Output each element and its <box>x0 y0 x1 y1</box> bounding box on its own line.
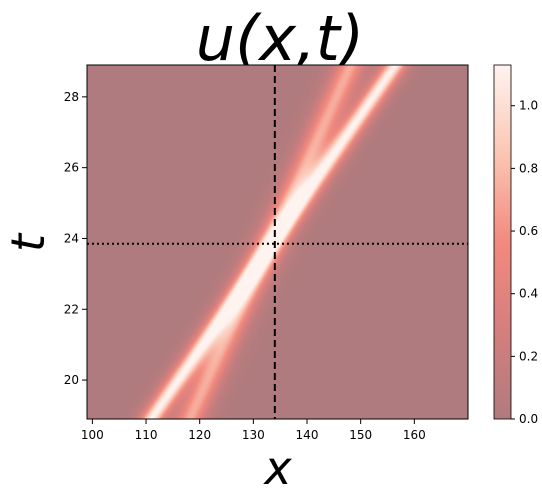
colorbar-tick-label: 0.8 <box>519 161 538 175</box>
colorbar-tick-label: 0.4 <box>519 287 538 301</box>
colorbar-tick-label: 1.0 <box>519 99 538 113</box>
y-tick-label: 24 <box>64 231 79 245</box>
colorbar-tick-label: 0.2 <box>519 349 538 363</box>
y-tick-label: 20 <box>64 373 79 387</box>
heatmap-raster <box>87 65 468 419</box>
x-tick-label: 140 <box>296 428 319 442</box>
y-tick-label: 26 <box>64 161 79 175</box>
plot-frame <box>86 64 469 420</box>
reference-lines <box>87 65 468 419</box>
colorbar-tick-label: 0.0 <box>519 412 538 426</box>
x-tick-label: 130 <box>242 428 265 442</box>
y-tick-label: 22 <box>64 302 79 316</box>
colorbar-ticks: 0.0 0.2 0.4 0.6 0.8 1.0 <box>511 99 538 426</box>
x-axis-ticks: 100 110 120 130 140 150 160 <box>81 419 426 442</box>
x-tick-label: 110 <box>135 428 158 442</box>
x-tick-label: 120 <box>188 428 211 442</box>
x-tick-label: 150 <box>349 428 372 442</box>
x-tick-label: 160 <box>403 428 426 442</box>
chart-title: u(x,t) <box>196 2 364 75</box>
y-axis-ticks: 20 22 24 26 28 <box>64 90 87 387</box>
colorbar <box>493 64 512 420</box>
x-tick-label: 100 <box>81 428 104 442</box>
heatmap-image <box>87 65 468 419</box>
colorbar-tick-label: 0.6 <box>519 224 538 238</box>
y-axis-label: t <box>1 232 55 252</box>
x-axis-label: x <box>262 441 292 488</box>
y-tick-label: 28 <box>64 90 79 104</box>
